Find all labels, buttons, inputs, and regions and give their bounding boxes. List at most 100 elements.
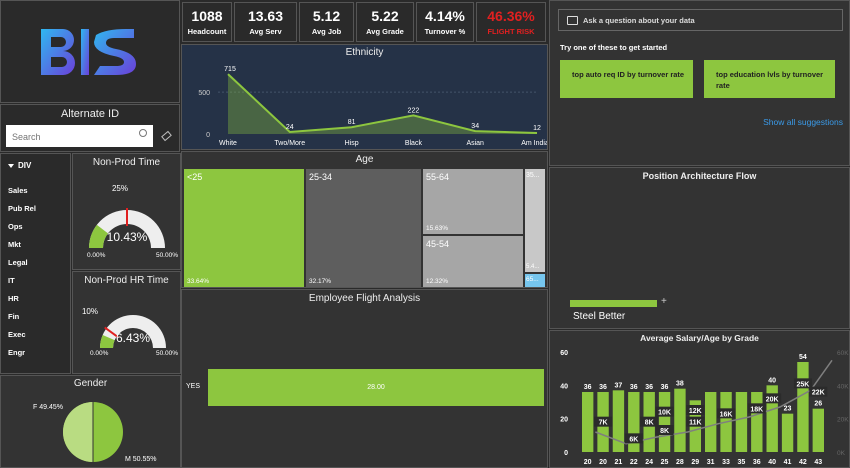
div-item-legal[interactable]: Legal	[8, 258, 28, 267]
suggestion-button[interactable]: top education lvls by turnover rate	[704, 60, 835, 98]
div-item-sales[interactable]: Sales	[8, 186, 28, 195]
x-tick-label: 20	[584, 459, 592, 466]
div-item-pub-rel[interactable]: Pub Rel	[8, 204, 36, 213]
eraser-icon[interactable]	[161, 130, 172, 142]
search-icon[interactable]	[139, 129, 147, 137]
salary-label-box	[655, 425, 674, 435]
div-item-hr[interactable]: HR	[8, 294, 19, 303]
grade-bar[interactable]	[766, 385, 778, 452]
kpi-value: 13.63	[247, 8, 284, 24]
qa-try-text: Try one of these to get started	[560, 43, 668, 52]
y-tick-label: 20	[560, 417, 568, 424]
suggestion-button[interactable]: top auto req ID by turnover rate	[560, 60, 693, 98]
salary-age-plot: 60 60K 40 40K 20 20K 0 0K 36 20 36 20 37 21 36 22 36 24 36…	[560, 350, 849, 466]
grade-bar[interactable]	[751, 392, 763, 452]
salary-label-box	[763, 393, 782, 404]
div-item-engr[interactable]: Engr	[8, 348, 26, 357]
div-item-exec[interactable]: Exec	[8, 330, 26, 339]
x-tick-label: 42	[799, 459, 807, 466]
div-item-mkt[interactable]: Mkt	[8, 240, 21, 249]
treemap-tile-35-44[interactable]: 35... 5.4...	[525, 169, 545, 272]
div-item-ops[interactable]: Ops	[8, 222, 23, 231]
x-tick-label: 25	[661, 459, 669, 466]
div-header[interactable]: DIV	[8, 161, 31, 170]
flight-bar[interactable]: 28.00	[208, 369, 544, 406]
div-item-it[interactable]: IT	[8, 276, 15, 285]
kpi-value: 1088	[191, 8, 223, 24]
tile-pct: 33.64%	[187, 278, 210, 285]
gauge-dial: 10.43% 25% 0.00% 50.00%	[87, 184, 178, 259]
flow-bar[interactable]	[570, 300, 657, 307]
kpi-headcount: 1088 Headcount	[182, 2, 232, 42]
tile-pct: 15.63%	[426, 225, 449, 232]
salary-label: 22K	[812, 390, 825, 397]
kpi-value: 46.36%	[487, 8, 535, 24]
x-tick-label: 28	[676, 459, 684, 466]
treemap-tile-under-25[interactable]: <25 33.64%	[184, 169, 304, 287]
pie-label-f: F 49.45%	[33, 404, 63, 411]
salary-label: 12K	[689, 408, 702, 415]
grade-bar[interactable]	[612, 390, 625, 452]
tile-label: 55-64	[426, 172, 450, 182]
y-tick-label: 0	[206, 132, 210, 139]
data-label: 81	[348, 119, 356, 126]
qa-input[interactable]: Ask a question about your data	[558, 9, 843, 31]
grade-bar[interactable]	[674, 388, 686, 452]
salary-label: 11K	[689, 420, 701, 427]
grade-bar[interactable]	[797, 362, 809, 452]
kpi-avg-job: 5.12 Avg Job	[299, 2, 354, 42]
x-tick-label: Asian	[466, 140, 484, 147]
grade-bar[interactable]	[582, 392, 594, 452]
search-box[interactable]	[6, 125, 153, 147]
y-tick-label: 500	[198, 90, 210, 97]
salary-label-box	[624, 433, 643, 444]
grade-bar[interactable]	[735, 392, 748, 452]
y2-tick-label: 40K	[837, 383, 849, 390]
flight-bar-label: YES	[186, 383, 201, 390]
show-all-suggestions-link[interactable]: Show all suggestions	[763, 117, 843, 127]
grade-bar[interactable]	[628, 392, 640, 452]
y2-tick-label: 20K	[837, 417, 849, 424]
div-item-fin[interactable]: Fin	[8, 312, 20, 321]
chevron-down-icon[interactable]	[8, 164, 14, 168]
grade-bar[interactable]	[658, 392, 671, 452]
salary-label: 10K	[658, 410, 671, 417]
kpi-avg-serv: 13.63 Avg Serv	[234, 2, 297, 42]
expand-plus-icon[interactable]: +	[661, 296, 667, 307]
chart-title: Position Architecture Flow	[642, 171, 757, 181]
pie-label-m: M 50.55%	[125, 456, 157, 463]
data-label: 23	[784, 406, 792, 413]
bis-logo	[41, 29, 136, 75]
data-label: 36	[584, 384, 592, 391]
salary-label-box	[594, 416, 613, 427]
grade-bar[interactable]	[781, 413, 794, 452]
salary-label-box	[793, 378, 812, 389]
tile-label: <25	[187, 172, 203, 182]
tile-label: 65...	[526, 276, 539, 283]
logo-panel	[0, 0, 180, 103]
tile-pct: 12.32%	[426, 278, 449, 285]
search-input[interactable]	[10, 127, 132, 147]
salary-label-box	[640, 416, 659, 427]
treemap-tile-55-64[interactable]: 55-64 15.63%	[423, 169, 523, 234]
x-tick-label: 24	[645, 459, 653, 466]
grade-bar[interactable]	[705, 392, 717, 452]
alternate-id-panel: Alternate ID	[0, 104, 180, 152]
alternate-id-title: Alternate ID	[60, 108, 120, 120]
data-label: 37	[615, 382, 623, 389]
kpi-label: FLIGHT RISK	[487, 27, 535, 36]
data-label: 34	[471, 123, 479, 130]
salary-label: 6K	[629, 436, 638, 443]
treemap-tile-65-plus[interactable]: 65...	[525, 274, 545, 287]
kpi-turnover: 4.14% Turnover %	[416, 2, 474, 42]
gauge-value: 10.43%	[107, 230, 148, 244]
salary-label: 8K	[660, 428, 669, 435]
x-tick-label: Two/More	[274, 140, 305, 147]
treemap-tile-45-54[interactable]: 45-54 12.32%	[423, 236, 523, 287]
grade-bar[interactable]	[812, 408, 824, 452]
treemap-tile-25-34[interactable]: 25-34 32.17%	[306, 169, 421, 287]
salary-age-chart: Average Salary/Age by Grade 60 60K 40 40K 20…	[549, 330, 850, 468]
data-label: 36	[630, 384, 638, 391]
data-label: 40	[768, 377, 776, 384]
qa-panel: Ask a question about your data Try one o…	[549, 0, 850, 166]
